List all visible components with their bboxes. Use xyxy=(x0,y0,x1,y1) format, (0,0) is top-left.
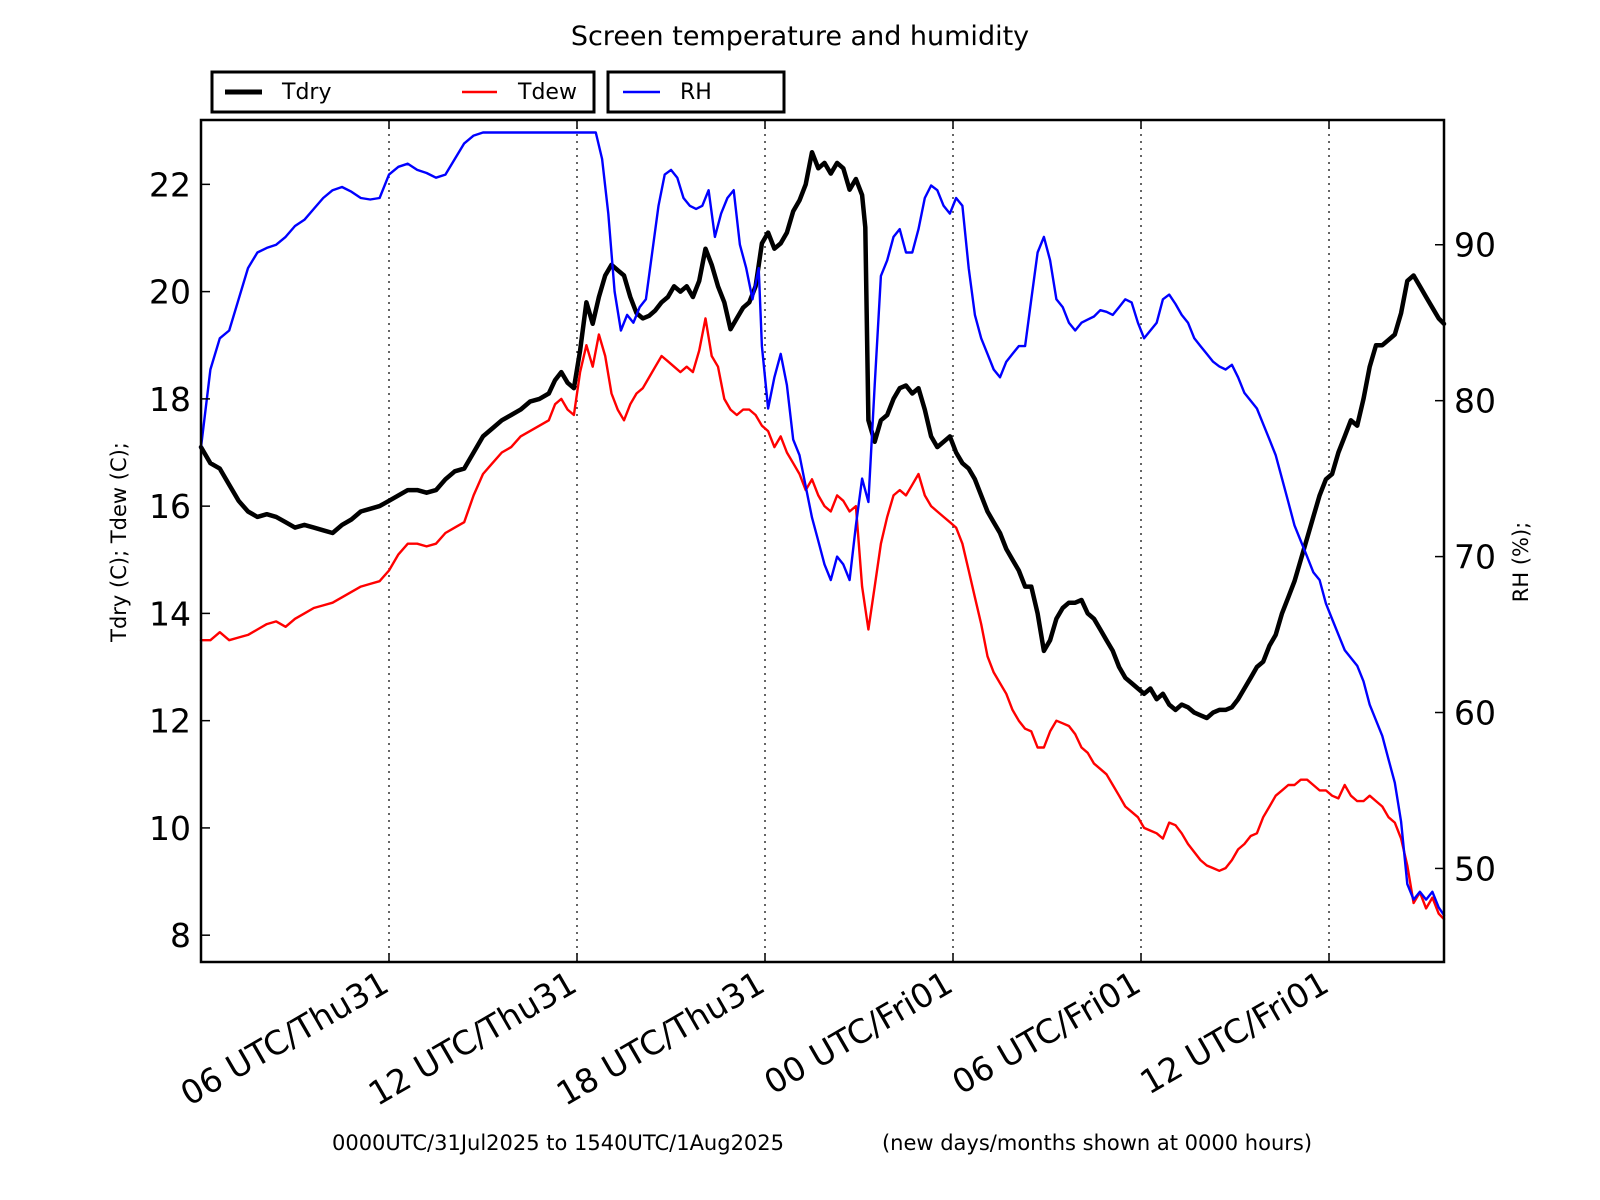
legend-label-rh: RH xyxy=(680,80,712,105)
x-tick-label-2: 18 UTC/Thu31 xyxy=(550,963,771,1113)
y-right-tick-label-2: 70 xyxy=(1454,538,1496,577)
x-tick-label-1: 12 UTC/Thu31 xyxy=(362,963,583,1113)
x-tick-label-3: 00 UTC/Fri01 xyxy=(757,963,959,1102)
legend-label-tdew: Tdew xyxy=(517,80,577,105)
footer-note: (new days/months shown at 0000 hours) xyxy=(882,1131,1312,1155)
legend-box-left xyxy=(210,70,596,114)
y-left-tick-label-4: 16 xyxy=(149,487,191,526)
series-line-rh xyxy=(199,131,1446,917)
chart-title: Screen temperature and humidity xyxy=(571,21,1029,52)
y-left-tick-label-3: 14 xyxy=(149,594,191,633)
plot-frame xyxy=(199,118,1446,964)
y-left-tick-label-5: 18 xyxy=(149,380,191,419)
y-left-tick-label-7: 22 xyxy=(149,165,191,204)
y-right-tick-label-4: 90 xyxy=(1454,226,1496,265)
y-axis-label-right: RH (%); xyxy=(1509,522,1533,602)
x-tick-label-5: 12 UTC/Fri01 xyxy=(1133,963,1335,1102)
y-left-tick-label-1: 10 xyxy=(149,809,191,848)
series-line-tdry xyxy=(198,149,1447,721)
series-line-tdew xyxy=(199,317,1446,921)
y-left-tick-label-0: 8 xyxy=(170,916,191,955)
legend: Tdry Tdew RH xyxy=(210,70,786,114)
y-right-tick-label-0: 50 xyxy=(1454,849,1496,888)
footer-range: 0000UTC/31Jul2025 to 1540UTC/1Aug2025 xyxy=(332,1131,784,1155)
y-right-tick-label-1: 60 xyxy=(1454,694,1496,733)
x-tick-label-4: 06 UTC/Fri01 xyxy=(945,963,1147,1102)
series-group xyxy=(198,131,1447,921)
y-left-tick-label-2: 12 xyxy=(149,702,191,741)
y-axis-label-left: Tdry (C); Tdew (C); xyxy=(107,442,131,643)
y-right-tick-label-3: 80 xyxy=(1454,382,1496,421)
y-left-tick-label-6: 20 xyxy=(149,273,191,312)
legend-label-tdry: Tdry xyxy=(281,80,331,105)
x-tick-label-0: 06 UTC/Thu31 xyxy=(174,963,395,1113)
